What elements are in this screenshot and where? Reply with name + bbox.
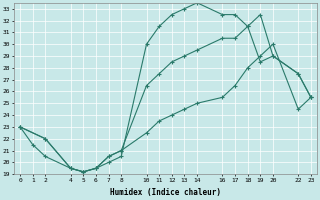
X-axis label: Humidex (Indice chaleur): Humidex (Indice chaleur) bbox=[110, 188, 221, 197]
